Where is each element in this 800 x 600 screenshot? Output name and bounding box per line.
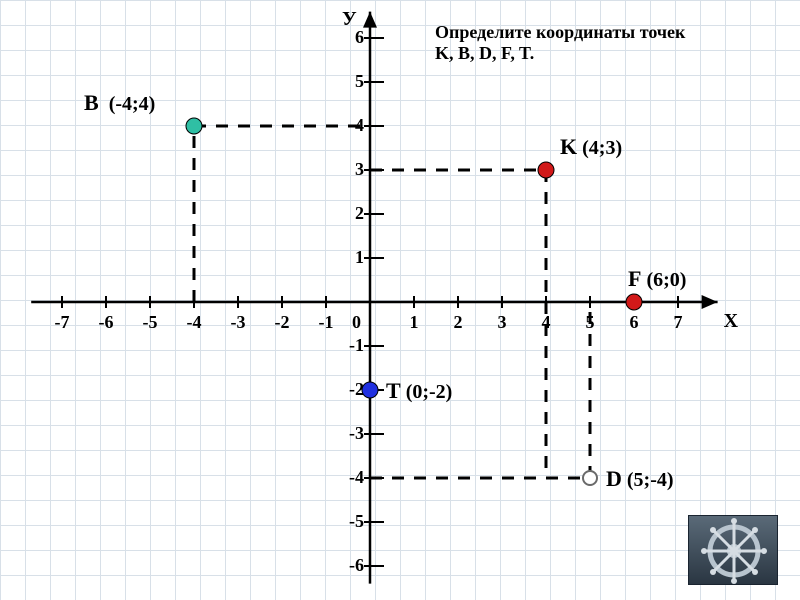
- x-tick-label: 2: [444, 312, 472, 333]
- x-tick-label: -2: [268, 312, 296, 333]
- origin-label: 0: [352, 312, 361, 333]
- y-tick-label: 1: [336, 247, 364, 268]
- x-tick-label: 7: [664, 312, 692, 333]
- x-tick-label: 5: [576, 312, 604, 333]
- task-title: Определите координаты точек K, B, D, F, …: [435, 22, 685, 64]
- y-tick-label: 5: [336, 71, 364, 92]
- x-tick-label: -7: [48, 312, 76, 333]
- y-tick-label: -2: [336, 379, 364, 400]
- y-tick-label: -1: [336, 335, 364, 356]
- point-K: [538, 162, 554, 178]
- point-D: [583, 471, 597, 485]
- y-axis: [363, 12, 377, 584]
- x-tick-label: -5: [136, 312, 164, 333]
- point-label-F: F (6;0): [628, 266, 686, 292]
- y-tick-label: -6: [336, 555, 364, 576]
- y-axis-label: У: [342, 8, 357, 31]
- x-tick-label: 3: [488, 312, 516, 333]
- point-B: [186, 118, 202, 134]
- task-title-line2: K, B, D, F, T.: [435, 43, 685, 64]
- y-tick-label: 2: [336, 203, 364, 224]
- ship-wheel-icon: [688, 515, 778, 585]
- x-tick-label: -1: [312, 312, 340, 333]
- point-label-B: В (-4;4): [84, 90, 155, 116]
- task-title-line1: Определите координаты точек: [435, 22, 685, 43]
- y-tick-label: 3: [336, 159, 364, 180]
- x-tick-label: -3: [224, 312, 252, 333]
- x-tick-label: 6: [620, 312, 648, 333]
- x-tick-label: 4: [532, 312, 560, 333]
- point-label-T: T (0;-2): [386, 378, 452, 404]
- x-axis: [31, 295, 717, 309]
- x-tick-label: -4: [180, 312, 208, 333]
- x-axis-label: Х: [724, 310, 738, 333]
- point-label-K: K (4;3): [560, 134, 622, 160]
- x-tick-label: -6: [92, 312, 120, 333]
- y-tick-label: 4: [336, 115, 364, 136]
- x-tick-label: 1: [400, 312, 428, 333]
- point-F: [626, 294, 642, 310]
- y-tick-label: -4: [336, 467, 364, 488]
- y-tick-label: -3: [336, 423, 364, 444]
- y-tick-label: -5: [336, 511, 364, 532]
- point-label-D: D (5;-4): [606, 466, 674, 492]
- point-T: [362, 382, 378, 398]
